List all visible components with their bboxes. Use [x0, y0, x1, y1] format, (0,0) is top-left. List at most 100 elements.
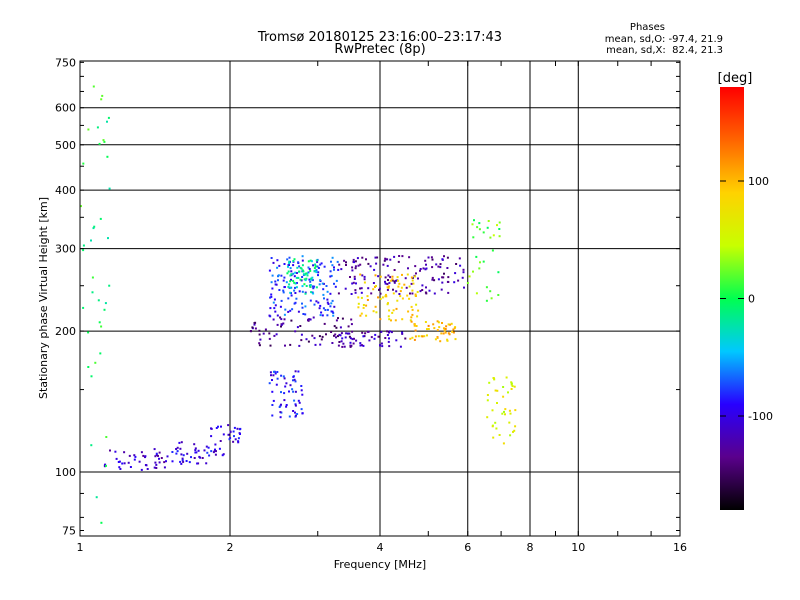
data-point: [297, 261, 300, 264]
data-point: [354, 260, 357, 263]
data-point: [331, 264, 334, 267]
data-point: [379, 275, 382, 278]
data-point: [386, 334, 389, 336]
data-point: [445, 325, 448, 328]
data-point: [309, 285, 312, 288]
data-point: [409, 337, 412, 340]
data-point: [384, 337, 387, 339]
data-point: [292, 390, 295, 393]
data-point: [360, 344, 363, 347]
data-point: [344, 287, 347, 290]
data-point: [276, 314, 279, 317]
data-point: [87, 331, 90, 334]
data-point: [468, 275, 471, 278]
colorbar-ticks: 100 0 -100: [720, 175, 773, 423]
data-point: [307, 271, 310, 274]
data-point: [454, 272, 457, 275]
data-point: [509, 412, 512, 415]
data-point: [270, 374, 272, 377]
data-point: [476, 226, 479, 229]
data-point: [308, 278, 311, 281]
data-point: [510, 381, 513, 384]
data-point: [155, 463, 158, 466]
data-point: [315, 269, 318, 272]
data-point: [485, 286, 488, 289]
data-point: [294, 330, 297, 333]
data-point: [350, 318, 353, 321]
data-point: [331, 310, 334, 313]
data-point: [271, 379, 273, 381]
data-point: [362, 306, 365, 309]
data-point: [288, 262, 291, 265]
data-point: [289, 291, 292, 294]
data-point: [360, 296, 363, 299]
data-point: [455, 263, 458, 265]
data-point: [434, 338, 437, 341]
data-point: [486, 394, 489, 396]
data-point: [424, 268, 427, 271]
data-point: [258, 344, 261, 347]
data-point: [337, 317, 339, 320]
data-point: [400, 286, 403, 289]
data-point: [440, 332, 443, 335]
data-point: [105, 436, 108, 438]
data-point: [372, 310, 375, 313]
data-point: [333, 266, 335, 269]
data-point: [313, 337, 316, 340]
data-point: [272, 301, 275, 304]
data-point: [297, 399, 300, 402]
data-point: [323, 322, 326, 325]
data-point: [271, 390, 274, 393]
data-point: [274, 372, 277, 375]
data-point: [276, 323, 279, 326]
data-point: [294, 380, 297, 383]
data-point: [289, 384, 292, 387]
data-point: [258, 342, 261, 345]
data-point: [322, 307, 325, 310]
data-point: [329, 270, 332, 273]
data-point: [391, 275, 394, 278]
data-point: [80, 205, 82, 208]
data-point: [416, 315, 419, 318]
data-point: [283, 276, 286, 279]
data-point: [395, 279, 397, 282]
data-point: [414, 265, 417, 268]
data-point: [289, 267, 292, 270]
data-point: [312, 316, 315, 319]
data-point: [317, 301, 320, 304]
data-point: [214, 443, 217, 446]
data-point: [359, 314, 362, 317]
data-point: [290, 270, 293, 273]
data-point: [315, 259, 318, 262]
data-point: [82, 162, 85, 165]
data-point: [395, 290, 398, 293]
data-point: [342, 342, 345, 345]
data-point: [442, 332, 445, 335]
x-tick-label: 8: [527, 541, 534, 554]
data-point: [91, 291, 94, 294]
data-point: [179, 460, 182, 463]
data-point: [502, 395, 505, 398]
data-point: [158, 457, 160, 460]
data-point: [463, 286, 465, 289]
data-point: [326, 301, 329, 304]
data-point: [425, 286, 427, 289]
data-point: [182, 454, 185, 457]
data-point: [442, 276, 445, 279]
data-point: [301, 302, 303, 305]
data-point: [155, 454, 158, 456]
data-point: [453, 327, 456, 330]
data-point: [354, 291, 357, 294]
data-point: [201, 457, 204, 459]
data-point: [317, 267, 320, 269]
data-point: [283, 399, 286, 402]
data-point: [233, 435, 235, 438]
data-point: [270, 295, 273, 298]
data-point: [412, 282, 415, 285]
data-point: [444, 328, 447, 330]
data-point: [388, 345, 391, 348]
colorbar-tick-label: 100: [748, 175, 769, 188]
data-point: [379, 297, 382, 300]
data-point: [285, 281, 288, 284]
data-point: [318, 335, 321, 338]
